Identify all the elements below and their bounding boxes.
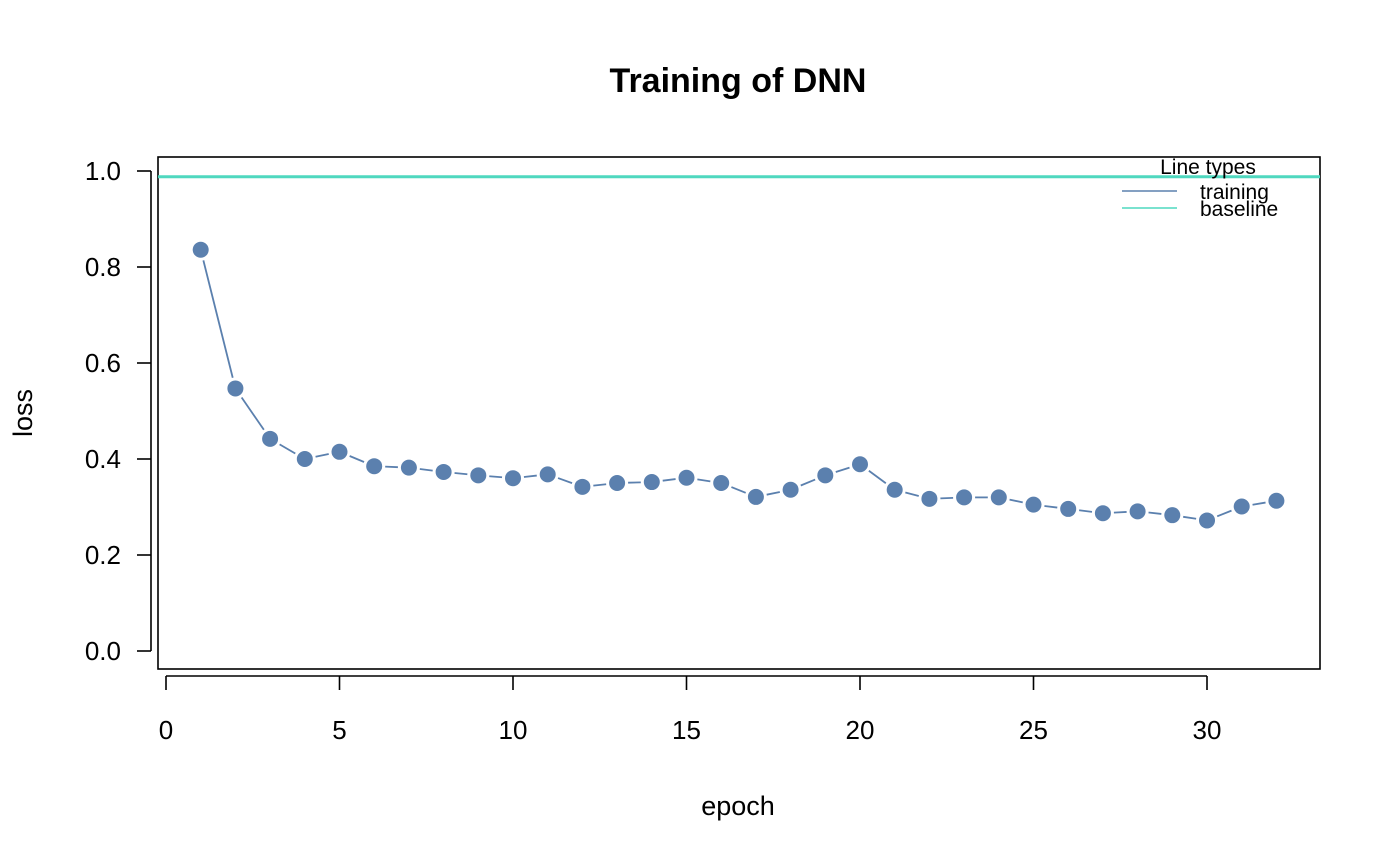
x-tick-label: 20 — [846, 715, 875, 745]
training-line-segment — [1148, 511, 1162, 515]
training-line-segment — [454, 472, 468, 476]
training-point — [1233, 498, 1250, 515]
training-line-segment — [662, 478, 676, 482]
training-point — [192, 241, 209, 258]
training-point — [1060, 500, 1077, 517]
training-point — [470, 467, 487, 484]
legend-title: Line types — [1160, 156, 1256, 179]
training-point — [1094, 505, 1111, 522]
training-line-segment — [557, 477, 573, 484]
training-line-segment — [1079, 509, 1093, 513]
training-line-segment — [1252, 501, 1266, 506]
axis-ticks: 0 5 10 15 20 25 30 0.0 0.2 0.4 0.6 0.8 1.0 — [85, 156, 1222, 745]
training-point — [678, 469, 695, 486]
training-point — [817, 467, 834, 484]
training-point — [990, 489, 1007, 506]
training-line-segment — [905, 491, 919, 497]
training-line-segment — [419, 468, 433, 472]
y-tick-label: 1.0 — [85, 156, 121, 186]
training-line-segment — [1216, 509, 1232, 518]
x-tick-label: 0 — [159, 715, 173, 745]
training-point — [505, 470, 521, 487]
training-line-segment — [1113, 511, 1127, 514]
training-line-segment — [1183, 515, 1197, 520]
x-tick-label: 10 — [499, 715, 528, 745]
training-point — [366, 458, 383, 475]
legend-label-baseline: baseline — [1200, 198, 1278, 221]
training-line-segment — [800, 478, 816, 487]
training-line-segment — [202, 260, 234, 378]
training-point — [956, 489, 973, 506]
training-line-segment — [940, 496, 954, 500]
plot-area — [158, 175, 1320, 529]
training-line-segment — [835, 466, 850, 473]
training-point — [435, 463, 452, 480]
training-line-segment — [868, 470, 887, 484]
training-point — [400, 459, 417, 476]
training-point — [1025, 496, 1042, 513]
legend: Line types training baseline — [1122, 156, 1278, 221]
training-point — [227, 380, 244, 397]
plot-frame — [157, 156, 1321, 670]
chart-title: Training of DNN — [610, 62, 867, 100]
training-point — [1199, 512, 1215, 529]
y-tick-label: 0.4 — [85, 444, 121, 474]
training-line-segment — [1009, 498, 1023, 504]
training-point — [1268, 492, 1285, 509]
y-tick-label: 0.6 — [85, 348, 121, 378]
training-line-segment — [315, 453, 329, 458]
training-line-segment — [593, 483, 607, 487]
training-line-segment — [697, 478, 711, 483]
training-point — [713, 475, 730, 491]
training-point — [331, 443, 348, 460]
training-point — [539, 466, 556, 483]
training-line-segment — [279, 443, 296, 455]
training-point — [1164, 507, 1181, 524]
training-line-segment — [385, 465, 398, 469]
training-point — [643, 474, 660, 491]
training-point — [609, 475, 626, 491]
training-point — [296, 451, 313, 467]
x-tick-label: 30 — [1193, 715, 1222, 745]
training-line-segment — [523, 474, 537, 478]
x-axis-label: epoch — [701, 791, 775, 821]
training-point — [921, 490, 938, 507]
training-line-segment — [731, 486, 747, 494]
legend-label-training: training — [1200, 181, 1269, 204]
y-tick-label: 0.2 — [85, 540, 121, 570]
training-point — [262, 430, 279, 447]
training-point — [852, 456, 868, 473]
training-line-segment — [489, 475, 503, 479]
y-tick-label: 0.8 — [85, 252, 121, 282]
y-tick-label: 0.0 — [85, 636, 121, 666]
x-tick-label: 25 — [1019, 715, 1048, 745]
training-line-segment — [766, 491, 781, 496]
training-line-segment — [349, 455, 365, 463]
training-point — [886, 481, 903, 498]
training-point — [747, 488, 764, 505]
training-point — [1129, 503, 1146, 520]
training-line-segment — [240, 396, 265, 431]
training-point — [574, 478, 591, 495]
y-axis-label: loss — [8, 389, 38, 437]
x-tick-label: 5 — [332, 715, 346, 745]
training-point — [782, 481, 799, 498]
x-tick-label: 15 — [672, 715, 701, 745]
training-line-segment — [1044, 505, 1058, 509]
